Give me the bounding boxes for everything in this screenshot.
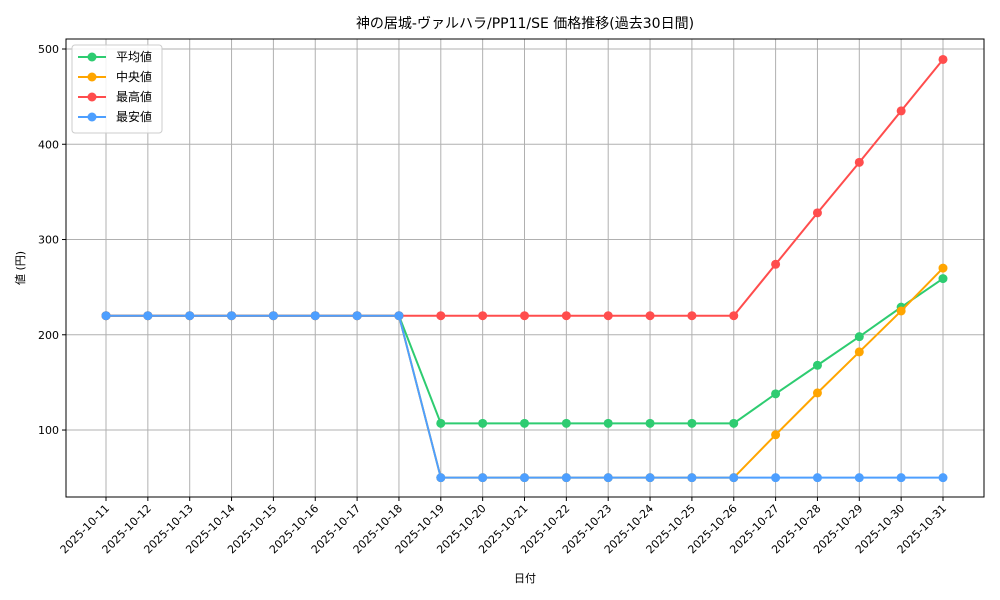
y-tick-label: 300 <box>38 234 59 247</box>
y-tick-label: 400 <box>38 138 59 151</box>
data-point-marker <box>352 311 362 321</box>
data-point-marker <box>812 473 822 483</box>
data-point-marker <box>729 473 739 483</box>
data-point-marker <box>687 311 697 321</box>
data-point-marker <box>812 360 822 370</box>
data-point-marker <box>729 311 739 321</box>
data-point-marker <box>896 306 906 316</box>
data-point-marker <box>561 473 571 483</box>
data-point-marker <box>603 418 613 428</box>
data-point-marker <box>561 311 571 321</box>
data-point-marker <box>520 418 529 428</box>
data-point-marker <box>645 418 655 428</box>
data-point-marker <box>938 263 948 273</box>
data-point-marker <box>436 418 446 428</box>
data-point-marker <box>603 311 613 321</box>
data-point-marker <box>645 311 655 321</box>
data-point-marker <box>896 473 906 483</box>
data-point-marker <box>771 389 781 399</box>
x-axis: 2025-10-112025-10-122025-10-132025-10-14… <box>58 497 949 556</box>
data-point-marker <box>436 311 446 321</box>
grid-lines <box>66 39 984 497</box>
data-point-marker <box>896 106 906 116</box>
data-point-marker <box>938 274 948 284</box>
data-point-marker <box>520 473 529 483</box>
data-point-marker <box>227 311 237 321</box>
legend-box <box>71 44 163 134</box>
data-point-marker <box>854 332 864 342</box>
legend-item: 平均値 <box>78 49 152 64</box>
data-point-marker <box>938 473 948 483</box>
data-point-marker <box>771 259 781 269</box>
legend-label: 最高値 <box>116 89 152 104</box>
legend-item: 中央値 <box>78 69 152 84</box>
y-axis: 100 200 300 400 500 <box>38 43 66 437</box>
data-point-marker <box>687 418 697 428</box>
data-point-marker <box>729 418 739 428</box>
legend-label: 平均値 <box>116 49 152 64</box>
x-axis-label: 日付 <box>514 572 536 585</box>
data-point-marker <box>478 473 488 483</box>
data-point-marker <box>771 430 781 440</box>
legend-item: 最高値 <box>78 89 152 104</box>
data-point-marker <box>478 311 488 321</box>
data-point-marker <box>812 208 822 218</box>
data-point-marker <box>561 418 571 428</box>
data-point-marker <box>101 311 111 321</box>
data-point-marker <box>268 311 278 321</box>
data-point-marker <box>854 347 864 357</box>
y-tick-label: 500 <box>38 43 59 56</box>
legend-marker-icon <box>87 92 97 102</box>
data-point-marker <box>645 473 655 483</box>
data-point-marker <box>603 473 613 483</box>
data-point-marker <box>310 311 320 321</box>
legend-label: 最安値 <box>116 109 152 124</box>
chart-title: 神の居城-ヴァルハラ/PP11/SE 価格推移(過去30日間) <box>356 15 694 32</box>
legend-label: 中央値 <box>116 69 152 84</box>
data-point-marker <box>394 311 404 321</box>
data-point-marker <box>812 388 822 398</box>
data-point-marker <box>687 473 697 483</box>
y-tick-label: 100 <box>38 424 59 437</box>
legend-item: 最安値 <box>78 109 152 124</box>
data-point-marker <box>854 473 864 483</box>
data-point-marker <box>854 157 864 167</box>
data-point-marker <box>938 54 948 64</box>
data-point-marker <box>185 311 195 321</box>
y-tick-label: 200 <box>38 329 59 342</box>
data-point-marker <box>478 418 488 428</box>
series-group <box>101 54 948 483</box>
legend-marker-icon <box>87 112 97 122</box>
data-point-marker <box>436 473 446 483</box>
y-axis-label: 値 (円) <box>14 251 27 285</box>
legend-marker-icon <box>87 72 97 82</box>
series-最安値 <box>101 311 948 483</box>
data-point-marker <box>520 311 529 321</box>
legend-marker-icon <box>87 52 97 62</box>
data-point-marker <box>771 473 781 483</box>
data-point-marker <box>143 311 153 321</box>
